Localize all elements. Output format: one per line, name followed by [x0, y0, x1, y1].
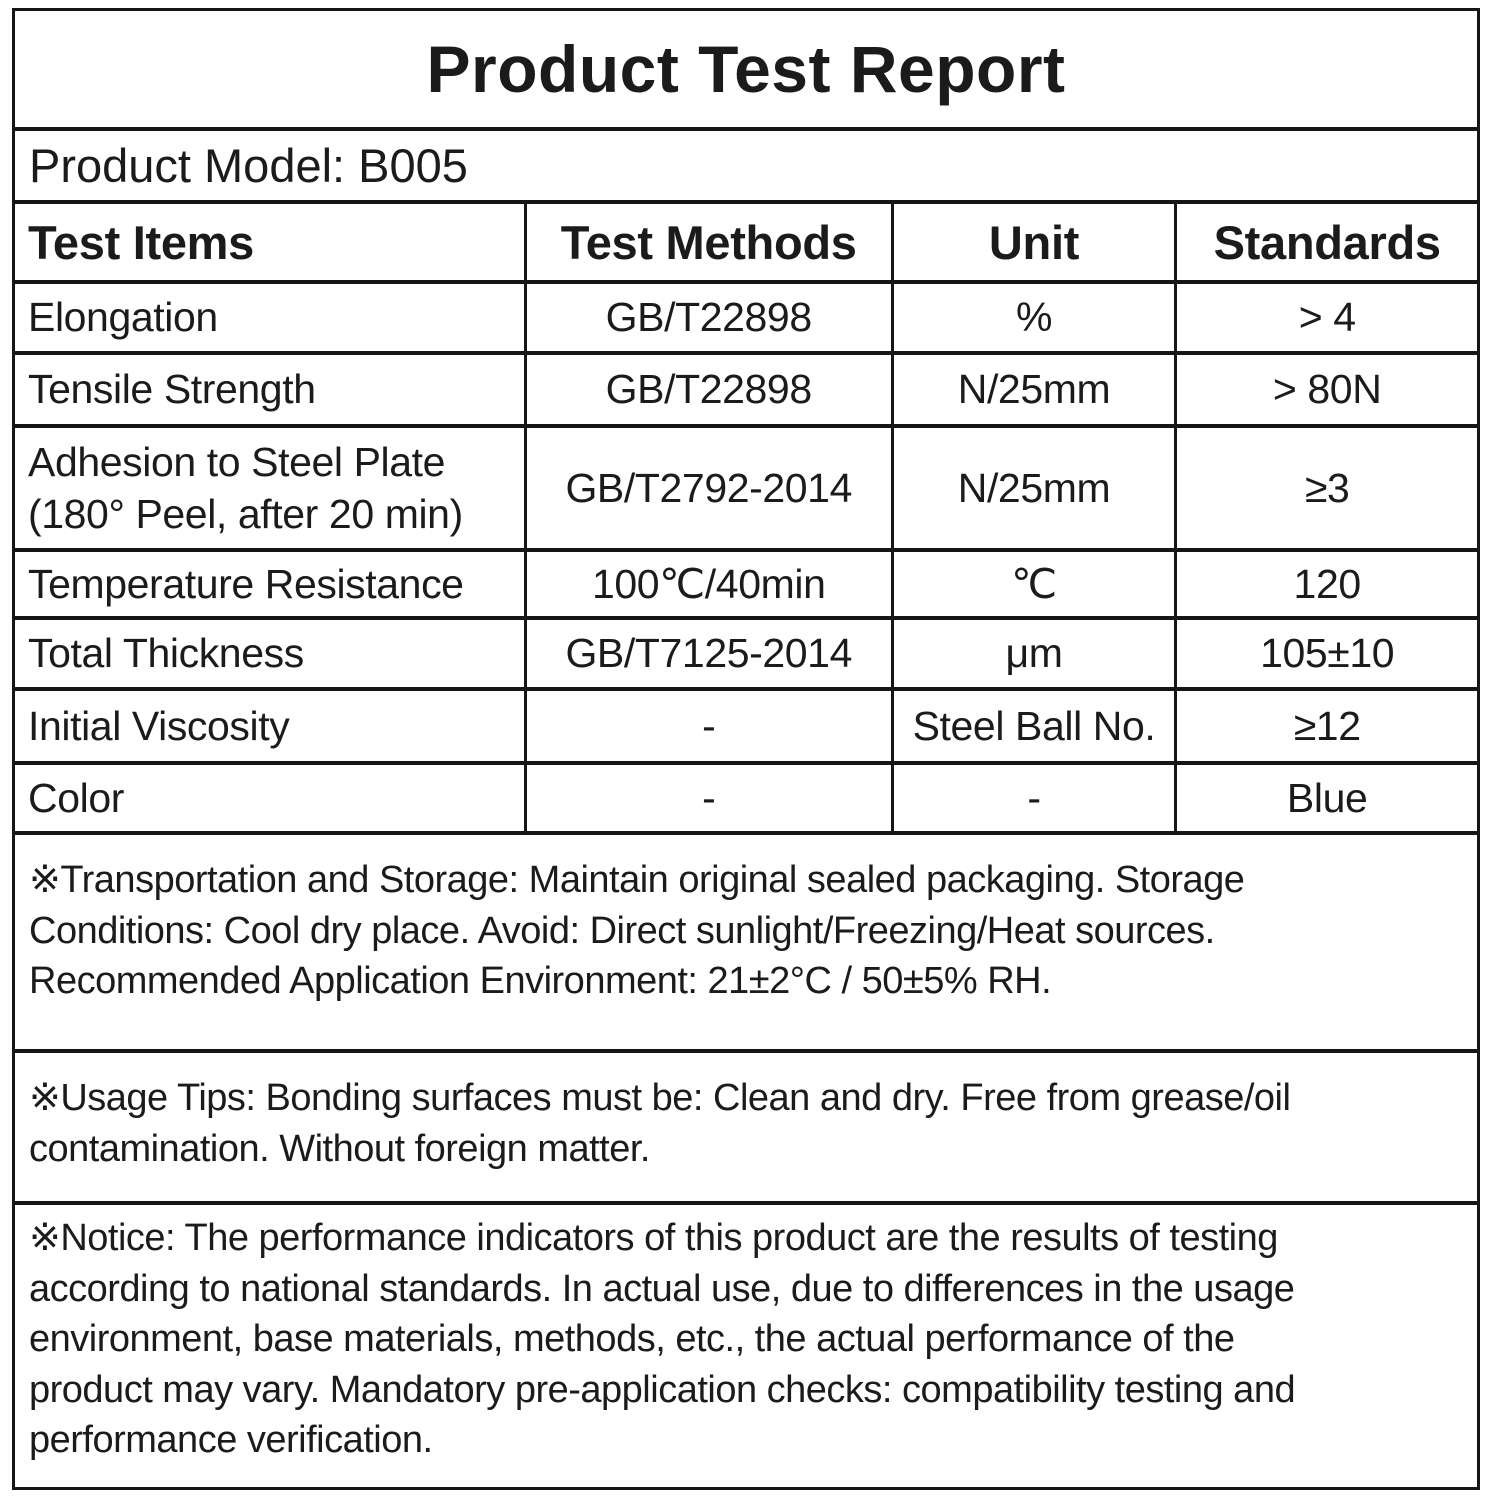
cell-test-item: Tensile Strength — [15, 351, 526, 426]
cell-test-method: GB/T7125-2014 — [523, 616, 893, 689]
cell-standard: > 80N — [1174, 351, 1477, 426]
cell-test-item: Color — [15, 761, 526, 831]
cell-unit: - — [890, 761, 1176, 831]
table-header-row: Test Items Test Methods Unit Standards — [15, 204, 1477, 282]
cell-standard: 120 — [1174, 548, 1477, 618]
note-transportation-storage-text: ※Transportation and Storage: Maintain or… — [29, 859, 1245, 1003]
cell-standard: 105±10 — [1174, 616, 1477, 689]
cell-test-method: GB/T22898 — [523, 351, 893, 426]
cell-unit: N/25mm — [890, 351, 1176, 426]
note-notice: ※Notice: The performance indicators of t… — [15, 1201, 1477, 1487]
test-report-table: Test Items Test Methods Unit Standards E… — [15, 204, 1477, 831]
note-transportation-storage: ※Transportation and Storage: Maintain or… — [15, 831, 1477, 1049]
cell-standard: Blue — [1174, 761, 1477, 831]
note-usage-tips: ※Usage Tips: Bonding surfaces must be: C… — [15, 1049, 1477, 1201]
note-usage-tips-text: ※Usage Tips: Bonding surfaces must be: C… — [29, 1077, 1291, 1170]
table-row-initial-viscosity: Initial Viscosity - Steel Ball No. ≥12 — [15, 687, 1477, 763]
cell-test-method: 100℃/40min — [523, 548, 893, 618]
report-page: Product Test Report Product Model: B005 … — [12, 8, 1480, 1490]
note-notice-text: ※Notice: The performance indicators of t… — [29, 1217, 1296, 1462]
table-row-elongation: Elongation GB/T22898 % > 4 — [15, 280, 1477, 353]
table-row-temperature-resistance: Temperature Resistance 100℃/40min ℃ 120 — [15, 548, 1477, 618]
page-title: Product Test Report — [426, 32, 1066, 106]
cell-standard: ≥12 — [1174, 687, 1477, 763]
table-row-total-thickness: Total Thickness GB/T7125-2014 μm 105±10 — [15, 616, 1477, 689]
cell-test-method: GB/T22898 — [523, 280, 893, 353]
cell-unit: N/25mm — [890, 424, 1176, 550]
column-header-test-methods: Test Methods — [523, 204, 893, 282]
cell-unit: ℃ — [890, 548, 1176, 618]
cell-test-method: GB/T2792-2014 — [523, 424, 893, 550]
cell-standard: ≥3 — [1174, 424, 1477, 550]
column-header-unit: Unit — [890, 204, 1176, 282]
cell-test-method: - — [523, 761, 893, 831]
table-row-tensile-strength: Tensile Strength GB/T22898 N/25mm > 80N — [15, 351, 1477, 426]
table-row-color: Color - - Blue — [15, 761, 1477, 831]
table-row-adhesion: Adhesion to Steel Plate (180° Peel, afte… — [15, 424, 1477, 550]
product-model-text: Product Model: B005 — [29, 139, 468, 192]
cell-test-item: Initial Viscosity — [15, 687, 526, 763]
report-title-block: Product Test Report — [15, 11, 1477, 131]
cell-unit: % — [890, 280, 1176, 353]
cell-test-method: - — [523, 687, 893, 763]
cell-test-item: Temperature Resistance — [15, 548, 526, 618]
column-header-test-items: Test Items — [28, 215, 254, 269]
cell-test-item: Adhesion to Steel Plate (180° Peel, afte… — [15, 424, 526, 550]
cell-unit: Steel Ball No. — [890, 687, 1176, 763]
column-header-standards: Standards — [1174, 204, 1477, 282]
cell-unit: μm — [890, 616, 1176, 689]
cell-test-item: Elongation — [15, 280, 526, 353]
product-model-row: Product Model: B005 — [15, 131, 1477, 204]
cell-standard: > 4 — [1174, 280, 1477, 353]
cell-test-item: Total Thickness — [15, 616, 526, 689]
